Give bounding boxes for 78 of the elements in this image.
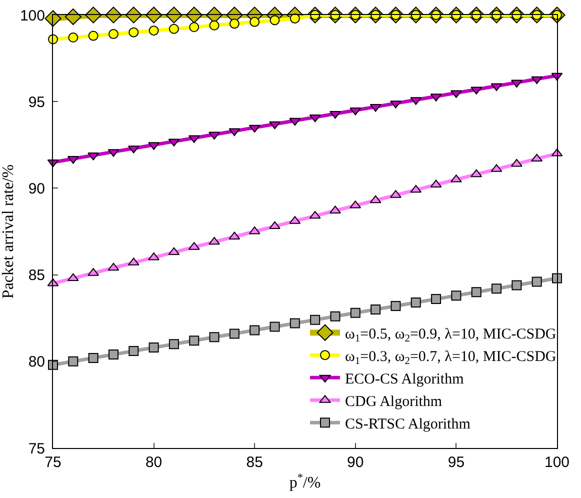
point	[189, 336, 200, 346]
x-tick-label: 90	[347, 454, 364, 471]
point	[470, 169, 482, 178]
legend-label: ω$_{1}$=0.3, ω$_{2}$=0.7, λ=10, MIC-CSDG	[345, 348, 556, 368]
point	[531, 76, 543, 84]
point	[552, 273, 562, 284]
point	[531, 154, 543, 162]
x-tick-label: 95	[448, 454, 465, 471]
point	[289, 118, 301, 126]
point	[512, 280, 522, 290]
point	[370, 195, 382, 204]
point	[309, 210, 321, 219]
legend-label: ECO-CS Algorithm	[345, 371, 464, 388]
point	[208, 236, 220, 245]
x-tick-label: 85	[246, 454, 263, 471]
point	[431, 294, 442, 304]
point	[229, 18, 240, 29]
point	[108, 262, 120, 271]
x-tick-label: 100	[544, 454, 570, 471]
point	[532, 276, 542, 287]
x-tick-label: 80	[145, 454, 162, 471]
point	[67, 273, 79, 282]
x-tick-label: 75	[44, 454, 62, 471]
point	[148, 26, 159, 36]
point	[250, 325, 260, 336]
point	[269, 121, 280, 130]
point	[492, 284, 502, 294]
y-tick-label: 95	[28, 94, 45, 111]
point	[270, 15, 280, 26]
y-tick-label: 85	[28, 267, 45, 284]
point	[68, 356, 78, 366]
legend-label: CS-RTSC Algorithm	[345, 416, 471, 432]
point	[148, 252, 160, 260]
point	[290, 318, 300, 328]
point	[128, 346, 139, 356]
point	[209, 20, 220, 30]
point	[168, 24, 179, 34]
legend-label: CDG Algorithm	[345, 394, 442, 410]
point	[88, 352, 98, 363]
point	[510, 158, 522, 167]
point	[209, 332, 220, 342]
point	[510, 80, 522, 88]
y-tick-label: 80	[28, 354, 45, 371]
point	[229, 328, 240, 339]
point	[108, 29, 118, 40]
point	[148, 342, 159, 353]
point	[410, 298, 421, 308]
point	[410, 184, 422, 193]
point	[250, 16, 260, 27]
point	[208, 132, 220, 140]
point	[248, 124, 260, 133]
point	[330, 311, 340, 322]
point	[471, 287, 482, 298]
point	[128, 27, 139, 38]
point	[309, 114, 321, 122]
legend-label: ω$_{1}$=0.5, ω$_{2}$=0.9, λ=10, MIC-CSDG	[345, 326, 556, 345]
point	[451, 290, 462, 301]
point	[189, 22, 200, 32]
y-tick-label: 100	[20, 7, 45, 24]
point	[310, 314, 320, 325]
point	[330, 110, 341, 119]
point	[68, 32, 78, 43]
point	[228, 128, 240, 136]
point	[350, 308, 360, 318]
point	[390, 300, 401, 311]
point	[168, 339, 179, 350]
y-axis-title: Packet arrival rate/%	[0, 164, 17, 299]
y-tick-label: 75	[28, 440, 45, 458]
point	[270, 322, 280, 332]
point	[168, 247, 180, 256]
x-axis-title: p$^{*}$/%	[289, 472, 321, 492]
point	[108, 349, 118, 360]
point	[370, 304, 381, 314]
point	[88, 30, 98, 41]
point	[490, 83, 502, 92]
point	[269, 221, 280, 230]
y-tick-label: 90	[28, 180, 45, 198]
point	[64, 8, 82, 26]
